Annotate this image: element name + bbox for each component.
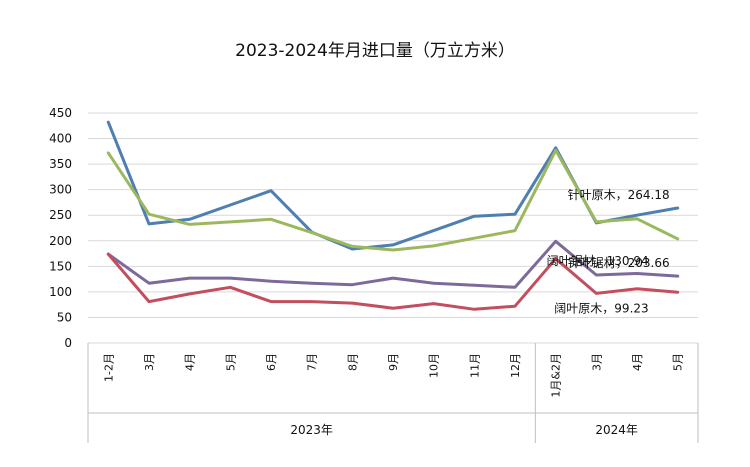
y-tick-label: 100 xyxy=(49,285,72,299)
grid xyxy=(88,112,698,344)
y-tick-label: 350 xyxy=(49,157,72,171)
data-label: 阔叶锯材，130.94 xyxy=(547,253,649,268)
y-tick-label: 200 xyxy=(49,234,72,248)
x-axis: 1-2月 3月 4月 5月 6月 7月 8月 9月 10月 11月 12月 1月&2月 3月 4月 5月 20… xyxy=(87,343,699,443)
x-tick-label: 5月 xyxy=(224,353,237,371)
x-tick-label: 4月 xyxy=(184,353,197,371)
y-tick-label: 250 xyxy=(49,208,72,222)
y-tick-label: 400 xyxy=(49,132,72,146)
series-line xyxy=(106,239,680,289)
x-tick-label: 3月 xyxy=(143,353,156,371)
chart-title: 2023-2024年月进口量（万立方米） xyxy=(235,41,515,61)
data-label: 针叶锯材，203.66 xyxy=(568,255,670,270)
x-tick-label: 3月 xyxy=(590,353,603,371)
series-line xyxy=(106,120,680,251)
x-tick-label: 1-2月 xyxy=(102,353,115,382)
series-line xyxy=(106,252,680,311)
series-lines xyxy=(106,120,680,311)
x-tick-label: 6月 xyxy=(265,353,278,371)
x-tick-label: 10月 xyxy=(428,353,441,378)
x-tick-label: 9月 xyxy=(387,353,400,371)
x-tick-label: 1月&2月 xyxy=(550,353,563,398)
x-tick-label: 4月 xyxy=(631,353,644,371)
y-tick-label: 150 xyxy=(49,259,72,273)
x-group-label: 2023年 xyxy=(290,423,333,437)
y-tick-label: 450 xyxy=(49,106,72,120)
y-tick-label: 50 xyxy=(57,310,72,324)
x-tick-label: 12月 xyxy=(509,353,522,378)
y-tick-label: 300 xyxy=(49,183,72,197)
series-line xyxy=(106,148,680,252)
x-tick-label: 5月 xyxy=(672,353,685,371)
x-group-label: 2024年 xyxy=(595,423,638,437)
y-axis: 0 50 100 150 200 250 300 350 400 450 xyxy=(49,106,72,350)
x-tick-label: 8月 xyxy=(346,353,359,371)
x-tick-label: 11月 xyxy=(468,353,481,378)
data-label: 阔叶原木，99.23 xyxy=(554,301,648,315)
data-label: 针叶原木，264.18 xyxy=(568,187,670,202)
y-tick-label: 0 xyxy=(64,336,72,350)
x-tick-label: 7月 xyxy=(306,353,319,371)
